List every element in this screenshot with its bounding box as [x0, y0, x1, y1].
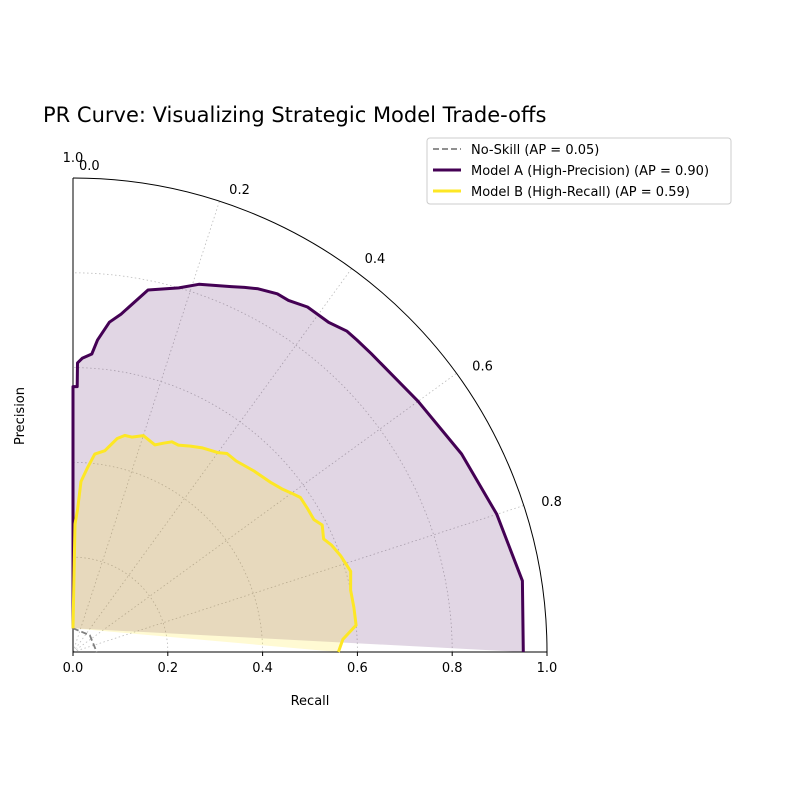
x-tick-label: 0.2	[157, 661, 178, 676]
legend: No-Skill (AP = 0.05) Model A (High-Preci…	[426, 137, 732, 205]
series-lines	[71, 282, 525, 653]
series-fill-1	[73, 284, 524, 652]
legend-label-no-skill: No-Skill (AP = 0.05)	[471, 143, 599, 158]
series-line-1	[71, 282, 525, 653]
y-tick-label: 1.0	[63, 151, 84, 166]
angular-tick-label: 0.6	[472, 359, 493, 374]
grid-arc	[72, 462, 263, 653]
grid-arc	[72, 272, 453, 653]
x-tick-labels: 0.0 0.2 0.4 0.6 0.8 1.0	[63, 652, 558, 676]
angular-tick-labels: 0.0 0.2 0.4 0.6 0.8	[79, 159, 562, 510]
x-tick-label: 0.8	[442, 661, 463, 676]
angular-tick-label: 0.4	[365, 252, 386, 267]
legend-label-model-b: Model B (High-Recall) (AP = 0.59)	[471, 185, 690, 200]
area-fills	[73, 284, 524, 652]
grid-radial	[72, 505, 524, 653]
y-tick-labels: 1.0	[63, 151, 84, 166]
x-tick-label: 0.6	[347, 661, 368, 676]
x-tick-label: 0.0	[63, 661, 84, 676]
y-axis-label: Precision	[13, 387, 28, 445]
angular-tick-label: 0.0	[79, 159, 100, 174]
angular-tick-label: 0.2	[229, 183, 250, 198]
grid-radial	[72, 373, 457, 653]
outer-boundary-arc	[72, 177, 548, 653]
chart-title: PR Curve: Visualizing Strategic Model Tr…	[43, 103, 546, 127]
x-tick-label: 1.0	[537, 661, 558, 676]
x-axis-label: Recall	[291, 694, 330, 709]
angular-tick-label: 0.8	[541, 495, 562, 510]
series-line-0	[72, 627, 98, 653]
series-fill-2	[73, 435, 357, 652]
grid-radial	[72, 201, 220, 653]
grid-arc	[72, 556, 169, 653]
x-tick-label: 0.4	[252, 661, 273, 676]
legend-label-model-a: Model A (High-Precision) (AP = 0.90)	[471, 164, 709, 179]
legend-box	[426, 137, 732, 205]
grid-radial	[72, 268, 352, 653]
series-line-2	[71, 433, 358, 653]
